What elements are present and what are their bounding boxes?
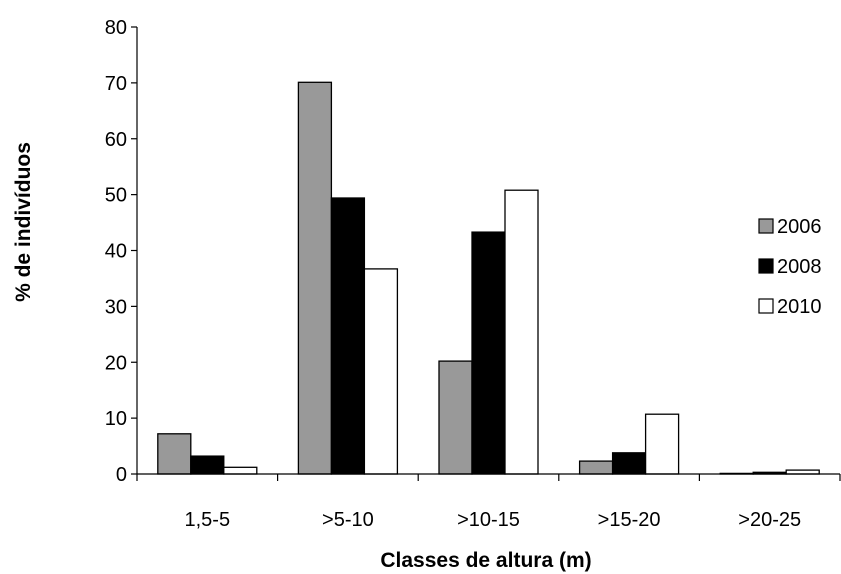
- bar-2010-3: [504, 189, 539, 475]
- bar-2008-2: [330, 197, 366, 475]
- x-ticks-group: 1,5-5 >5-10 >10-15 >15-20 >20-25: [136, 474, 841, 531]
- bar-2006-2: [297, 81, 333, 475]
- bars-group: [157, 81, 820, 475]
- y-tick-label: 0: [116, 464, 127, 486]
- y-tick-label: 40: [105, 241, 127, 263]
- bar-2010-1: [223, 466, 258, 475]
- legend-swatch-2008: [758, 258, 774, 274]
- x-tick-label: 1,5-5: [185, 509, 231, 531]
- x-tick-label: >10-15: [457, 509, 520, 531]
- bar-2010-4: [644, 413, 680, 475]
- bar-2006-4: [578, 460, 614, 475]
- bar-2006-3: [438, 360, 473, 475]
- y-ticks-group: 0 10 20 30 40 50 60 70 80: [105, 17, 137, 486]
- y-tick-label: 20: [105, 352, 127, 374]
- legend-label-2008: 2008: [777, 256, 822, 278]
- y-tick-label: 30: [105, 296, 127, 318]
- y-axis-title: % de indivíduos: [12, 142, 35, 302]
- y-tick-label: 50: [105, 185, 127, 207]
- bar-2006-1: [157, 433, 192, 475]
- x-tick-label: >20-25: [738, 509, 801, 531]
- bar-2008-3: [471, 231, 506, 475]
- x-tick-label: >15-20: [598, 509, 661, 531]
- y-tick-label: 70: [105, 73, 127, 95]
- y-tick-label: 60: [105, 129, 127, 151]
- x-axis-title: Classes de altura (m): [380, 549, 591, 572]
- legend-label-2006: 2006: [777, 216, 822, 238]
- y-tick-label: 10: [105, 408, 127, 430]
- bar-2008-1: [190, 455, 225, 475]
- legend-swatch-2006: [758, 218, 774, 234]
- bar-2010-2: [363, 268, 399, 475]
- legend-label-2010: 2010: [777, 296, 822, 318]
- legend-swatch-2010: [758, 298, 774, 314]
- x-tick-label: >5-10: [322, 509, 374, 531]
- bar-2008-4: [611, 452, 647, 475]
- y-tick-label: 80: [105, 17, 127, 39]
- legend: 2006 2008 2010: [758, 216, 822, 318]
